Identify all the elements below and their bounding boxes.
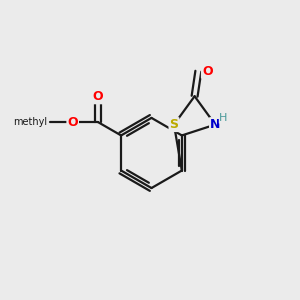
Text: O: O xyxy=(202,65,212,78)
Text: S: S xyxy=(169,118,178,131)
Text: methyl: methyl xyxy=(13,117,47,127)
Text: O: O xyxy=(93,90,103,103)
Text: H: H xyxy=(219,113,228,123)
Text: N: N xyxy=(210,118,220,131)
Text: O: O xyxy=(68,116,78,129)
